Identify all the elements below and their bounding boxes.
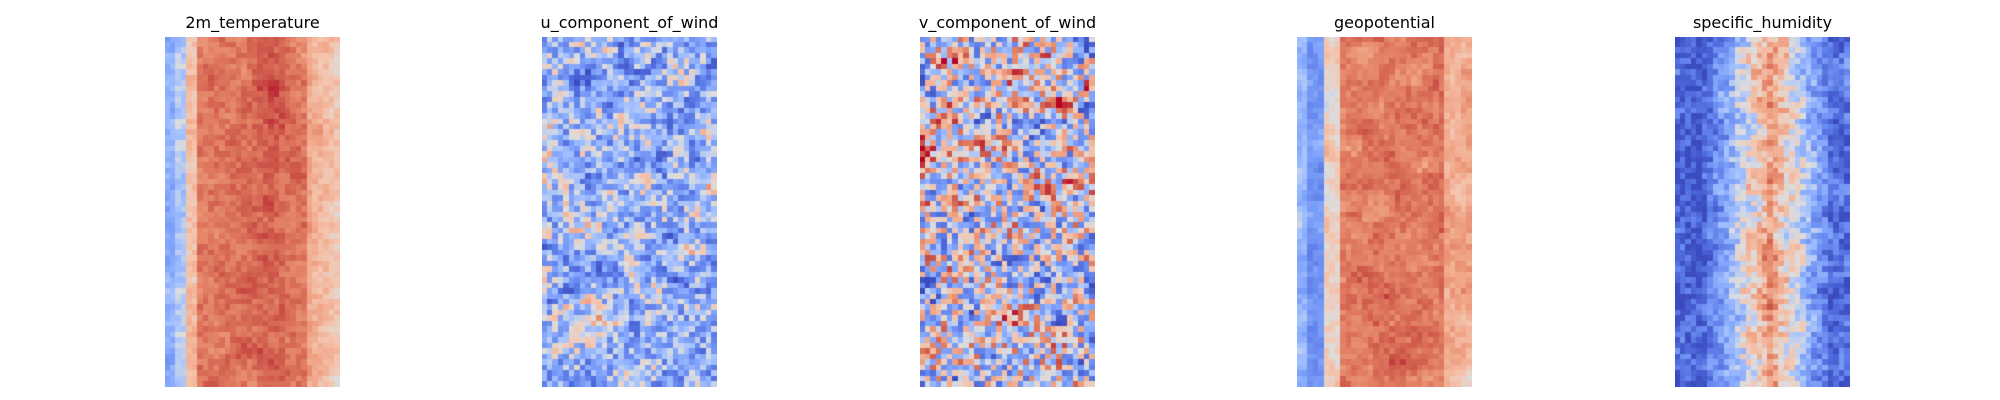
panel-title: u_component_of_wind [540,13,719,32]
panel-title: v_component_of_wind [918,13,1097,32]
heatmap-v-component-of-wind [920,37,1095,387]
heatmap-2m-temperature [165,37,340,387]
heatmap-specific-humidity [1675,37,1850,387]
panel-u-component-of-wind: u_component_of_wind [541,0,718,400]
panel-geopotential: geopotential [1297,0,1472,400]
panel-v-component-of-wind: v_component_of_wind [919,0,1096,400]
panel-title: geopotential [1334,13,1435,32]
heatmap-geopotential [1297,37,1472,387]
panel-title: 2m_temperature [185,13,320,32]
panel-2m-temperature: 2m_temperature [165,0,340,400]
heatmap-u-component-of-wind [542,37,717,387]
panel-specific-humidity: specific_humidity [1675,0,1850,400]
panel-title: specific_humidity [1692,13,1833,32]
